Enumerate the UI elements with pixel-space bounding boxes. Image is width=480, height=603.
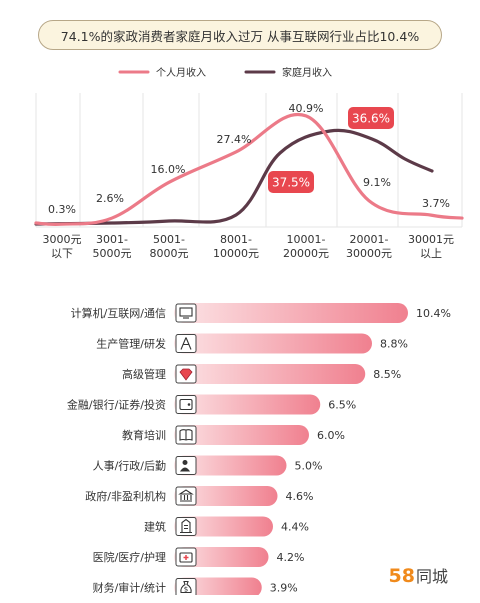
data-labels: 0.3% 2.6% 16.0% 27.4% 40.9% 9.1% 3.7% 37.5% 36.6… bbox=[48, 102, 450, 216]
category-label: 人事/行政/后勤 bbox=[93, 459, 166, 473]
bar-row: 政府/非盈利机构 4.6% bbox=[85, 486, 313, 506]
x-axis-ticks: 3000元以下 3001-5000元 5001-8000元 8001-10000元 10… bbox=[43, 233, 455, 260]
diamond-icon bbox=[175, 364, 197, 384]
industry-bar-chart: 计算机/互联网/通信 10.4% 生产管理/研发 8.8% 高级管理 8.5% 金融/银行/… bbox=[67, 303, 451, 595]
bar-row: 人事/行政/后勤 5.0% bbox=[93, 455, 323, 476]
bar bbox=[174, 516, 273, 537]
category-label: 生产管理/研发 bbox=[96, 337, 166, 351]
bar-row: 生产管理/研发 8.8% bbox=[96, 333, 408, 354]
category-label: 金融/银行/证券/投资 bbox=[67, 398, 166, 412]
brand-logo: 58 同城 bbox=[389, 563, 448, 587]
bar bbox=[174, 486, 278, 506]
bar-row: 金融/银行/证券/投资 6.5% bbox=[67, 394, 356, 415]
data-label: 9.1% bbox=[363, 176, 391, 189]
x-tick-label: 5001-8000元 bbox=[150, 233, 189, 260]
household-value-badge: 36.6% bbox=[348, 107, 394, 129]
bar-row: 教育培训 6.0% bbox=[122, 425, 345, 445]
computer-icon bbox=[175, 303, 197, 323]
bar-row: 财务/审计/统计 $3.9% bbox=[93, 577, 298, 595]
category-label: 政府/非盈利机构 bbox=[85, 489, 166, 503]
category-label: 高级管理 bbox=[122, 367, 166, 381]
bar bbox=[174, 303, 408, 323]
personal-income-line bbox=[34, 112, 464, 227]
bar bbox=[174, 547, 269, 567]
data-label: 3.7% bbox=[422, 197, 450, 210]
household-value-badge: 37.5% bbox=[268, 171, 314, 193]
category-label: 医院/医疗/护理 bbox=[93, 550, 166, 564]
medical-kit-icon bbox=[175, 547, 197, 567]
series-lines bbox=[34, 112, 464, 227]
value-label: 4.4% bbox=[281, 521, 309, 534]
data-label: 40.9% bbox=[289, 102, 324, 115]
x-tick-label: 20001-30000元 bbox=[346, 233, 392, 260]
person-icon bbox=[175, 456, 197, 475]
value-label: 5.0% bbox=[295, 460, 323, 473]
data-label: 2.6% bbox=[96, 192, 124, 205]
value-label: 4.2% bbox=[277, 551, 305, 564]
data-label: 0.3% bbox=[48, 203, 76, 216]
bar bbox=[174, 364, 366, 384]
wallet-icon bbox=[175, 395, 197, 414]
badge-text: 36.6% bbox=[352, 112, 390, 126]
government-icon bbox=[175, 486, 197, 506]
category-label: 建筑 bbox=[144, 520, 166, 534]
value-label: 8.8% bbox=[380, 338, 408, 351]
badge-text: 37.5% bbox=[272, 176, 310, 190]
bar-row: 计算机/互联网/通信 10.4% bbox=[71, 303, 451, 323]
building-icon bbox=[175, 517, 197, 536]
bar bbox=[174, 394, 321, 415]
x-tick-label: 3000元以下 bbox=[43, 233, 82, 260]
bar-row: 医院/医疗/护理 4.2% bbox=[93, 547, 305, 567]
bar bbox=[174, 425, 309, 445]
household-income-line bbox=[34, 128, 434, 226]
badge-background bbox=[268, 171, 314, 193]
grid-lines bbox=[35, 93, 463, 228]
value-label: 6.5% bbox=[328, 399, 356, 412]
logo-text: 同城 bbox=[415, 567, 448, 586]
bar-rows: 计算机/互联网/通信 10.4% 生产管理/研发 8.8% 高级管理 8.5% 金融/银行/… bbox=[67, 303, 451, 595]
category-label: 财务/审计/统计 bbox=[93, 581, 166, 595]
chart-title-text: 74.1%的家政消费者家庭月收入过万 从事互联网行业占比10.4% bbox=[60, 28, 420, 44]
x-tick-label: 30001元以上 bbox=[408, 233, 454, 260]
svg-text:$: $ bbox=[184, 586, 188, 594]
value-label: 8.5% bbox=[373, 368, 401, 381]
money-bag-icon: $ bbox=[175, 578, 197, 595]
category-label: 教育培训 bbox=[122, 428, 166, 442]
book-icon bbox=[175, 425, 197, 445]
value-label: 10.4% bbox=[416, 307, 451, 320]
x-tick-label: 3001-5000元 bbox=[93, 233, 132, 260]
value-label: 3.9% bbox=[270, 582, 298, 595]
income-line-chart: 个人月收入 家庭月收入 0.3% 2.6% 16.0% 27.4% 40.9% 9.1% 3.… bbox=[34, 66, 464, 260]
compass-icon bbox=[175, 334, 197, 353]
x-tick-label: 10001-20000元 bbox=[283, 233, 329, 260]
logo-number: 58 bbox=[388, 565, 415, 587]
category-label: 计算机/互联网/通信 bbox=[71, 306, 166, 320]
bar bbox=[174, 333, 372, 354]
x-tick-label: 8001-10000元 bbox=[213, 233, 259, 260]
legend-label: 个人月收入 bbox=[156, 66, 206, 79]
legend-label: 家庭月收入 bbox=[282, 66, 332, 79]
value-label: 4.6% bbox=[286, 490, 314, 503]
bar-row: 建筑 4.4% bbox=[144, 516, 309, 537]
value-label: 6.0% bbox=[317, 429, 345, 442]
bar bbox=[174, 455, 287, 476]
bar-row: 高级管理 8.5% bbox=[122, 364, 401, 384]
legend: 个人月收入 家庭月收入 bbox=[118, 66, 332, 79]
data-label: 27.4% bbox=[217, 133, 252, 146]
data-label: 16.0% bbox=[151, 163, 186, 176]
chart-title: 74.1%的家政消费者家庭月收入过万 从事互联网行业占比10.4% bbox=[38, 20, 442, 50]
badge-background bbox=[348, 107, 394, 129]
